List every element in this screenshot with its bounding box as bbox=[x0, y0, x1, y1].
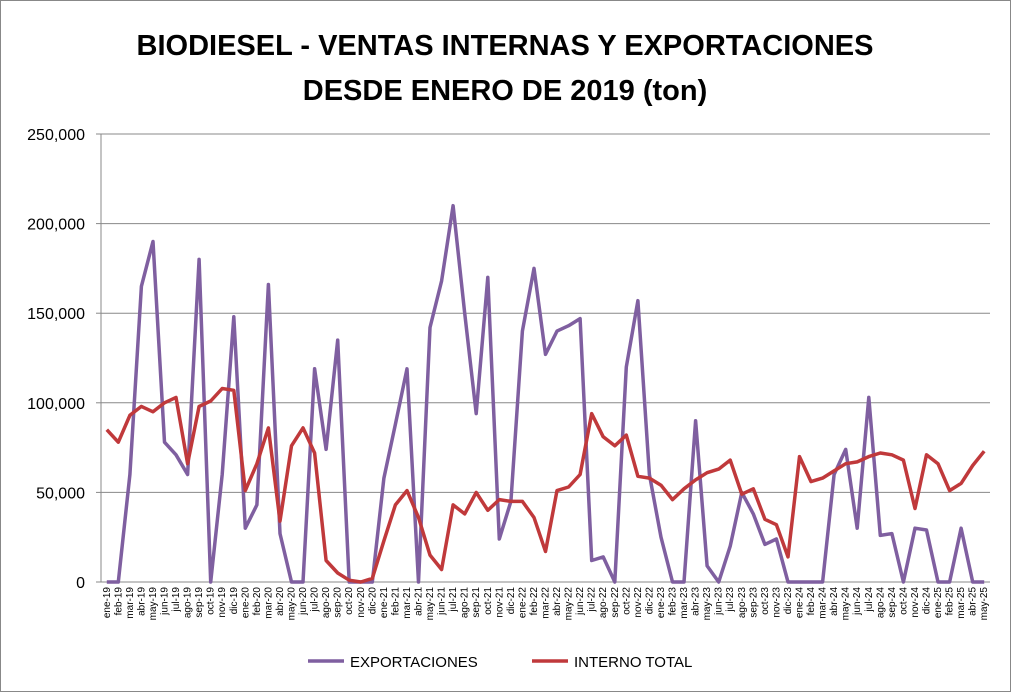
x-tick-label: jul-21 bbox=[448, 587, 459, 613]
x-tick-label: dic-21 bbox=[506, 587, 517, 615]
x-tick-label: feb-24 bbox=[806, 587, 817, 616]
x-tick-label: nov-24 bbox=[910, 587, 921, 618]
x-tick-label: mar-25 bbox=[956, 587, 967, 619]
x-tick-label: feb-20 bbox=[252, 587, 263, 616]
x-tick-label: abr-22 bbox=[552, 587, 563, 616]
y-tick-label: 50,000 bbox=[36, 485, 85, 502]
x-tick-label: abr-21 bbox=[414, 587, 425, 616]
x-tick-label: ene-19 bbox=[102, 587, 113, 619]
x-tick-label: ene-25 bbox=[933, 587, 944, 619]
x-tick-label: jun-19 bbox=[160, 587, 171, 616]
x-tick-label: ago-24 bbox=[875, 587, 886, 619]
x-tick-label: jun-23 bbox=[714, 587, 725, 616]
x-tick-label: jun-22 bbox=[575, 587, 586, 616]
y-tick-label: 150,000 bbox=[27, 306, 85, 323]
x-tick-label: ago-22 bbox=[598, 587, 609, 619]
x-tick-label: may-24 bbox=[841, 587, 852, 621]
x-tick-label: jul-20 bbox=[310, 587, 321, 613]
x-tick-label: nov-23 bbox=[771, 587, 782, 618]
x-tick-label: jun-21 bbox=[437, 587, 448, 616]
x-tick-label: sep-20 bbox=[333, 587, 344, 618]
y-tick-label: 200,000 bbox=[27, 217, 85, 234]
x-tick-label: sep-21 bbox=[471, 587, 482, 618]
x-tick-label: oct-22 bbox=[621, 587, 632, 615]
chart-title: BIODIESEL - VENTAS INTERNAS Y EXPORTACIO… bbox=[137, 30, 874, 62]
x-tick-label: ago-20 bbox=[321, 587, 332, 619]
x-tick-label: dic-23 bbox=[783, 587, 794, 615]
x-tick-label: abr-20 bbox=[275, 587, 286, 616]
x-tick-label: oct-23 bbox=[760, 587, 771, 615]
series-line bbox=[105, 386, 986, 584]
x-tick-label: feb-23 bbox=[668, 587, 679, 616]
x-tick-label: nov-20 bbox=[356, 587, 367, 618]
x-tick-label: may-25 bbox=[979, 587, 990, 621]
x-tick-label: abr-23 bbox=[691, 587, 702, 616]
x-tick-label: may-19 bbox=[148, 587, 159, 621]
x-tick-label: jul-19 bbox=[171, 587, 182, 613]
x-tick-label: sep-23 bbox=[748, 587, 759, 618]
x-tick-label: abr-25 bbox=[968, 587, 979, 616]
x-tick-label: sep-22 bbox=[610, 587, 621, 618]
x-tick-label: ene-21 bbox=[379, 587, 390, 619]
x-tick-label: jul-24 bbox=[864, 587, 875, 613]
x-tick-label: feb-21 bbox=[390, 587, 401, 616]
x-tick-label: mar-23 bbox=[679, 587, 690, 619]
x-tick-label: ago-21 bbox=[460, 587, 471, 619]
x-tick-label: mar-24 bbox=[818, 587, 829, 619]
x-tick-label: ago-19 bbox=[183, 587, 194, 619]
x-tick-label: oct-20 bbox=[344, 587, 355, 615]
x-tick-label: sep-19 bbox=[194, 587, 205, 618]
x-tick-label: feb-22 bbox=[529, 587, 540, 616]
x-tick-label: may-22 bbox=[564, 587, 575, 621]
x-tick-label: feb-19 bbox=[113, 587, 124, 616]
x-tick-label: ago-23 bbox=[737, 587, 748, 619]
x-tick-label: ene-20 bbox=[240, 587, 251, 619]
legend-label: INTERNO TOTAL bbox=[574, 654, 692, 671]
x-tick-label: mar-22 bbox=[541, 587, 552, 619]
x-tick-label: jun-24 bbox=[852, 587, 863, 616]
x-tick-label: dic-24 bbox=[922, 587, 933, 615]
x-tick-label: jun-20 bbox=[298, 587, 309, 616]
y-tick-label: 100,000 bbox=[27, 396, 85, 413]
chart-title: DESDE ENERO DE 2019 (ton) bbox=[303, 75, 707, 107]
y-tick-label: 0 bbox=[76, 575, 85, 592]
x-tick-label: oct-19 bbox=[206, 587, 217, 615]
x-tick-label: mar-21 bbox=[402, 587, 413, 619]
x-tick-label: ene-22 bbox=[517, 587, 528, 619]
x-tick-label: nov-22 bbox=[633, 587, 644, 618]
x-tick-label: jul-22 bbox=[587, 587, 598, 613]
x-tick-label: nov-21 bbox=[494, 587, 505, 618]
x-tick-label: ene-23 bbox=[656, 587, 667, 619]
x-tick-label: may-20 bbox=[287, 587, 298, 621]
x-tick-label: ene-24 bbox=[795, 587, 806, 619]
x-tick-label: oct-24 bbox=[898, 587, 909, 615]
x-tick-label: feb-25 bbox=[945, 587, 956, 616]
series-line bbox=[106, 203, 985, 584]
x-tick-label: dic-19 bbox=[229, 587, 240, 615]
x-tick-label: abr-19 bbox=[136, 587, 147, 616]
y-tick-label: 250,000 bbox=[27, 127, 85, 144]
x-tick-label: abr-24 bbox=[829, 587, 840, 616]
x-tick-label: mar-20 bbox=[263, 587, 274, 619]
legend-label: EXPORTACIONES bbox=[350, 654, 478, 671]
x-tick-label: nov-19 bbox=[217, 587, 228, 618]
x-tick-label: dic-20 bbox=[367, 587, 378, 615]
x-tick-label: may-23 bbox=[702, 587, 713, 621]
x-tick-label: oct-21 bbox=[483, 587, 494, 615]
x-tick-label: sep-24 bbox=[887, 587, 898, 618]
x-tick-label: may-21 bbox=[425, 587, 436, 621]
x-tick-label: dic-22 bbox=[644, 587, 655, 615]
x-tick-label: mar-19 bbox=[125, 587, 136, 619]
x-tick-label: jul-23 bbox=[725, 587, 736, 613]
